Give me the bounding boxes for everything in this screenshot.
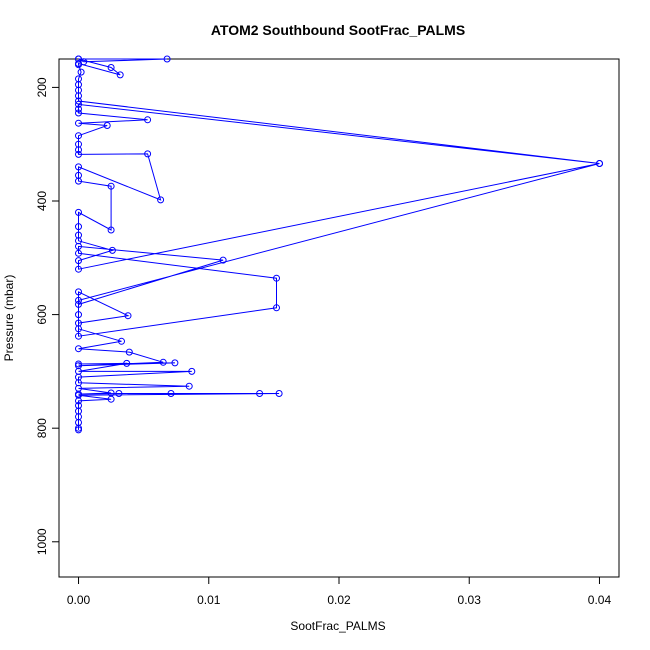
data-point: [75, 397, 82, 405]
data-point: [273, 274, 280, 282]
y-axis-label: Pressure (mbar): [2, 275, 16, 362]
data-point: [107, 226, 115, 234]
data-point: [107, 64, 115, 71]
y-axis: 200 400 600 800 1000: [35, 77, 60, 555]
data-point: [75, 109, 82, 117]
data-point: [118, 337, 125, 345]
data-point: [77, 68, 85, 76]
x-tick-label: 0.03: [458, 593, 482, 607]
data-point: [107, 395, 115, 403]
data-point: [75, 360, 82, 368]
data-point: [75, 146, 82, 154]
x-axis-label: SootFrac_PALMS: [290, 619, 385, 633]
data-point: [75, 345, 82, 353]
series-line: [78, 58, 600, 430]
data-point: [123, 359, 131, 367]
data-point: [185, 382, 193, 390]
data-point: [75, 163, 82, 171]
data-point: [75, 296, 82, 304]
y-tick-label: 800: [35, 418, 49, 438]
data-point: [125, 348, 133, 356]
series-layer: [75, 55, 603, 434]
data-point: [75, 332, 82, 340]
data-point: [275, 390, 283, 397]
data-point: [188, 367, 196, 375]
data-point: [75, 300, 82, 308]
data-point: [75, 100, 82, 108]
data-point: [167, 390, 175, 397]
data-point: [75, 97, 82, 105]
data-point: [75, 249, 82, 257]
data-point: [116, 71, 124, 79]
data-point: [171, 359, 179, 367]
data-point: [159, 358, 167, 366]
y-tick-label: 400: [35, 191, 49, 211]
data-point: [75, 257, 82, 265]
data-point: [75, 119, 82, 127]
x-tick-label: 0.02: [327, 593, 351, 607]
data-point: [75, 426, 82, 434]
data-point: [144, 116, 152, 124]
chart-title: ATOM2 Southbound SootFrac_PALMS: [211, 22, 465, 38]
data-point: [75, 223, 82, 231]
data-point: [75, 61, 82, 69]
data-point: [144, 150, 152, 158]
data-point: [273, 304, 280, 312]
data-point: [103, 122, 111, 129]
x-tick-label: 0.00: [67, 593, 91, 607]
data-point: [219, 256, 227, 264]
data-point: [256, 390, 264, 397]
data-point: [75, 208, 82, 216]
data-point: [75, 265, 82, 273]
data-point: [115, 390, 123, 397]
data-point: [75, 105, 82, 113]
y-tick-label: 600: [35, 304, 49, 324]
data-point: [163, 55, 171, 63]
data-point: [75, 288, 82, 296]
data-point: [75, 311, 82, 319]
data-point: [75, 177, 82, 185]
data-point: [75, 242, 82, 250]
data-point: [75, 325, 82, 333]
data-point: [107, 182, 115, 190]
data-point: [157, 196, 165, 204]
x-tick-label: 0.01: [197, 593, 221, 607]
data-point: [75, 132, 82, 140]
data-point: [108, 246, 116, 254]
data-point: [596, 160, 603, 167]
x-axis: 0.00 0.01 0.02 0.03 0.04: [67, 576, 612, 607]
data-point: [75, 150, 82, 158]
data-point: [124, 312, 132, 320]
y-tick-label: 200: [35, 77, 49, 97]
x-tick-label: 0.04: [588, 593, 612, 607]
data-point: [75, 92, 82, 100]
y-tick-label: 1000: [35, 528, 49, 555]
